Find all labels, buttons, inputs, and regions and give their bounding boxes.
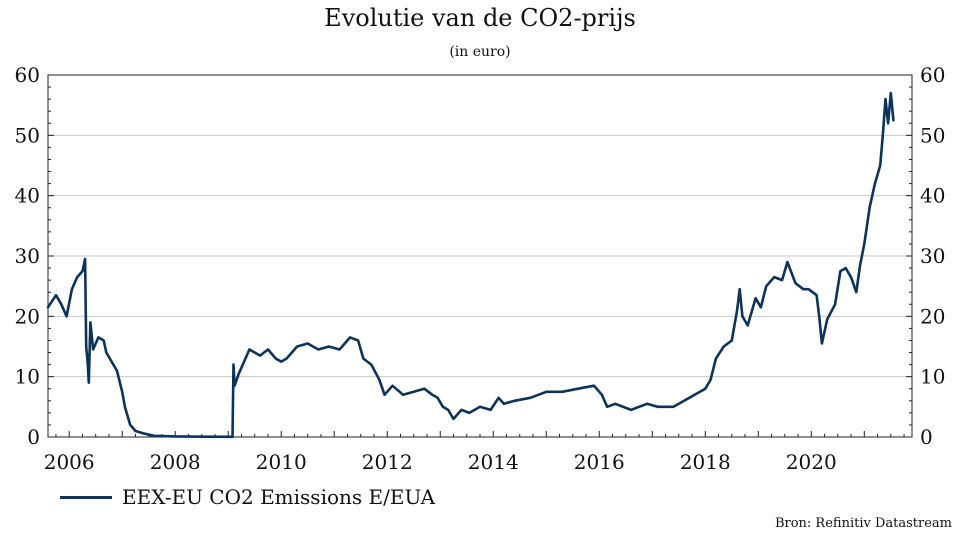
legend: EEX-EU CO2 Emissions E/EUA (60, 484, 435, 510)
x-tick-label: 2020 (786, 450, 837, 474)
y-tick-label-left: 10 (15, 365, 40, 389)
x-tick-label: 2006 (44, 450, 95, 474)
x-tick-label: 2010 (256, 450, 307, 474)
source-note: Bron: Refinitiv Datastream (774, 516, 952, 531)
legend-swatch (60, 495, 112, 499)
chart-title: Evolutie van de CO2-prijs (324, 4, 636, 32)
x-tick-label: 2018 (680, 450, 731, 474)
y-tick-label-left: 0 (27, 425, 40, 449)
y-tick-label-right: 30 (920, 244, 945, 268)
x-tick-label: 2012 (362, 450, 413, 474)
y-tick-label-right: 50 (920, 123, 945, 147)
legend-label: EEX-EU CO2 Emissions E/EUA (122, 485, 436, 509)
y-tick-label-right: 60 (920, 63, 945, 87)
y-tick-label-left: 60 (15, 63, 40, 87)
y-tick-label-right: 10 (920, 365, 945, 389)
y-tick-label-right: 20 (920, 304, 945, 328)
x-tick-label: 2014 (468, 450, 519, 474)
x-tick-label: 2008 (150, 450, 201, 474)
y-tick-label-right: 40 (920, 184, 945, 208)
series-line (46, 91, 895, 439)
chart-subtitle: (in euro) (449, 44, 511, 60)
y-tick-label-left: 30 (15, 244, 40, 268)
y-tick-label-left: 40 (15, 184, 40, 208)
y-tick-label-left: 20 (15, 304, 40, 328)
x-tick-label: 2016 (574, 450, 625, 474)
y-tick-label-left: 50 (15, 123, 40, 147)
y-tick-label-right: 0 (920, 425, 933, 449)
